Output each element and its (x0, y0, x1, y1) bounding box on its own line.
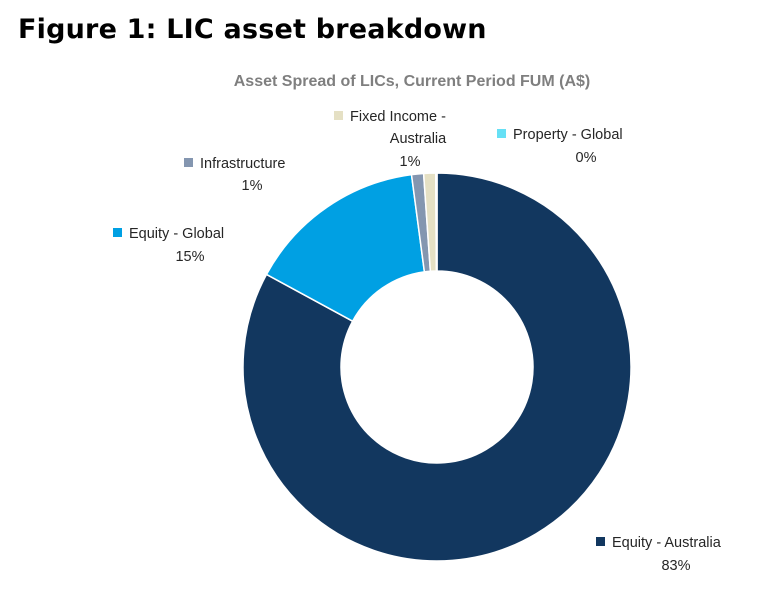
label-fixed-income-australia: Fixed Income - Australia 1% (334, 109, 447, 170)
data-label: 15% (175, 249, 204, 265)
data-label: 1% (242, 178, 263, 194)
slice-labels: Equity - Australia 83% Equity - Global 15% I… (113, 109, 722, 574)
label-equity-global: Equity - Global 15% (113, 226, 224, 265)
series-name: Equity - Australia (612, 535, 722, 551)
legend-marker (113, 228, 122, 237)
slice-property-global (435, 172, 438, 272)
label-property-global: Property - Global 0% (497, 127, 623, 166)
label-infrastructure: Infrastructure 1% (184, 156, 285, 194)
legend-marker (497, 129, 506, 138)
data-label: 83% (661, 558, 690, 574)
series-name: Equity - Global (129, 226, 224, 242)
series-name: Property - Global (513, 127, 623, 143)
slice-equity-australia (242, 172, 632, 562)
chart-title: Asset Spread of LICs, Current Period FUM… (234, 73, 591, 90)
series-name: Fixed Income - (350, 109, 446, 125)
label-equity-australia: Equity - Australia 83% (596, 535, 722, 574)
figure-title: Figure 1: LIC asset breakdown (18, 14, 487, 45)
data-label: 0% (576, 150, 597, 166)
series-name: Infrastructure (200, 156, 285, 172)
series-name: Australia (390, 131, 447, 147)
legend-marker (596, 537, 605, 546)
legend-marker (334, 111, 343, 120)
data-label: 1% (400, 154, 421, 170)
legend-marker (184, 158, 193, 167)
donut-slices (242, 172, 632, 562)
